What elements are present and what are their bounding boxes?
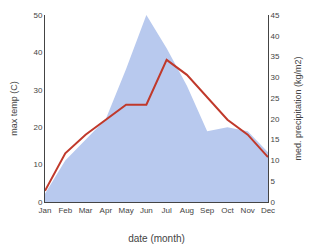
svg-text:Jun: Jun [140, 206, 153, 215]
svg-text:date (month): date (month) [128, 233, 185, 244]
svg-text:0: 0 [271, 198, 276, 207]
svg-text:35: 35 [271, 52, 280, 61]
svg-text:0: 0 [38, 198, 43, 207]
svg-text:15: 15 [271, 135, 280, 144]
svg-text:May: May [119, 206, 134, 215]
svg-text:30: 30 [33, 86, 42, 95]
svg-text:25: 25 [271, 94, 280, 103]
svg-text:Mar: Mar [79, 206, 93, 215]
svg-text:Nov: Nov [241, 206, 255, 215]
svg-text:Sep: Sep [200, 206, 215, 215]
svg-text:Feb: Feb [58, 206, 72, 215]
svg-text:50: 50 [33, 11, 42, 20]
svg-text:med. precipitation (kg/m2): med. precipitation (kg/m2) [293, 56, 303, 160]
svg-text:20: 20 [33, 123, 42, 132]
svg-text:45: 45 [271, 11, 280, 20]
svg-text:30: 30 [271, 73, 280, 82]
svg-text:Aug: Aug [180, 206, 194, 215]
svg-text:Apr: Apr [100, 206, 113, 215]
svg-text:max temp (C): max temp (C) [9, 81, 19, 136]
svg-text:20: 20 [271, 115, 280, 124]
svg-text:Dec: Dec [261, 206, 275, 215]
svg-text:Jul: Jul [162, 206, 172, 215]
svg-text:Oct: Oct [221, 206, 234, 215]
svg-text:5: 5 [271, 177, 276, 186]
svg-text:40: 40 [271, 32, 280, 41]
svg-text:40: 40 [33, 48, 42, 57]
svg-text:Jan: Jan [39, 206, 52, 215]
svg-text:10: 10 [271, 156, 280, 165]
svg-text:10: 10 [33, 160, 42, 169]
